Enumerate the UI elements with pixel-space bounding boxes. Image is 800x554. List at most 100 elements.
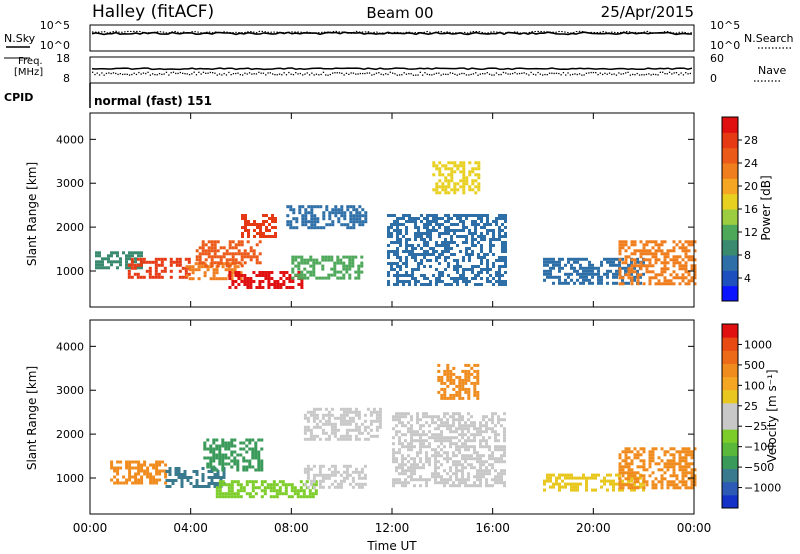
- echo-cell: [453, 277, 456, 280]
- echo-cell: [241, 214, 244, 217]
- echo-cell: [470, 454, 473, 458]
- echo-cell: [254, 492, 258, 496]
- echo-cell: [287, 495, 291, 499]
- echo-cell: [204, 252, 208, 256]
- echo-cell: [410, 430, 413, 434]
- echo-cell: [468, 232, 471, 235]
- echo-cell: [474, 191, 478, 195]
- echo-cell: [441, 250, 444, 253]
- echo-cell: [449, 381, 453, 385]
- echo-cell: [654, 258, 658, 262]
- echo-cell: [666, 267, 670, 271]
- echo-cell: [234, 246, 238, 250]
- echo-cell: [243, 280, 247, 283]
- echo-cell: [417, 253, 420, 256]
- echo-cell: [633, 266, 636, 270]
- echo-cell: [501, 229, 504, 232]
- echo-cell: [576, 272, 579, 276]
- echo-cell: [306, 437, 310, 441]
- echo-cell: [470, 445, 473, 449]
- echo-cell: [504, 271, 507, 274]
- echo-cell: [410, 445, 413, 449]
- colorbar-segment: [722, 402, 738, 417]
- echo-cell: [464, 433, 467, 437]
- echo-cell: [678, 450, 682, 454]
- echo-cell: [455, 436, 458, 440]
- colorbar-segment: [722, 117, 738, 133]
- echo-cell: [213, 261, 217, 265]
- echo-cell: [657, 246, 661, 250]
- echo-cell: [423, 217, 426, 220]
- echo-cell: [443, 451, 446, 455]
- echo-cell: [183, 470, 187, 473]
- echo-cell: [582, 281, 585, 285]
- nave-point: [622, 73, 625, 75]
- echo-cell: [286, 223, 290, 227]
- echo-cell: [684, 486, 688, 490]
- echo-cell: [429, 220, 432, 223]
- echo-cell: [278, 489, 282, 493]
- nave-point: [548, 72, 551, 74]
- nave-point: [657, 74, 659, 76]
- echo-cell: [435, 256, 438, 259]
- echo-cell: [455, 384, 459, 388]
- echo-cell: [236, 265, 240, 269]
- echo-cell: [570, 485, 573, 489]
- echo-cell: [305, 480, 309, 484]
- echo-cell: [456, 188, 460, 192]
- echo-cell: [398, 412, 401, 416]
- echo-cell: [588, 266, 591, 270]
- echo-cell: [392, 484, 395, 488]
- echo-cell: [224, 268, 228, 272]
- echo-cell: [618, 477, 622, 481]
- echo-cell: [440, 448, 443, 452]
- echo-cell: [660, 240, 664, 244]
- nave-point: [306, 72, 308, 74]
- echo-cell: [666, 255, 670, 259]
- echo-cell: [429, 247, 432, 250]
- echo-cell: [429, 238, 432, 241]
- echo-cell: [621, 243, 625, 247]
- echo-cell: [416, 454, 419, 458]
- echo-cell: [195, 482, 199, 485]
- echo-cell: [443, 457, 446, 461]
- echo-cell: [503, 427, 506, 431]
- echo-cell: [588, 260, 591, 264]
- echo-cell: [260, 438, 264, 442]
- echo-cell: [369, 428, 373, 432]
- echo-cell: [221, 453, 225, 457]
- velocity-ylabel: Slant Range [km]: [25, 366, 39, 470]
- freq-label: Freq.: [18, 56, 43, 67]
- echo-cell: [414, 259, 417, 262]
- echo-cell: [428, 460, 431, 464]
- echo-cell: [340, 205, 344, 209]
- echo-cell: [155, 469, 159, 473]
- echo-cell: [288, 277, 292, 280]
- echo-cell: [426, 250, 429, 253]
- echo-cell: [618, 273, 622, 277]
- echo-cell: [357, 470, 361, 474]
- echo-cell: [122, 481, 126, 485]
- echo-cell: [434, 433, 437, 437]
- echo-cell: [426, 226, 429, 229]
- echo-cell: [184, 266, 188, 270]
- echo-cell: [282, 280, 286, 283]
- echo-cell: [458, 412, 461, 416]
- nave-point: [184, 73, 186, 75]
- echo-cell: [410, 439, 413, 443]
- echo-cell: [455, 478, 458, 482]
- echo-cell: [434, 481, 437, 485]
- nave-point: [572, 73, 574, 76]
- echo-cell: [446, 460, 449, 464]
- echo-cell: [293, 489, 297, 493]
- echo-cell: [314, 483, 318, 487]
- echo-cell: [444, 220, 447, 223]
- nave-point: [103, 74, 105, 76]
- echo-cell: [137, 254, 140, 258]
- echo-cell: [230, 450, 234, 454]
- echo-cell: [321, 485, 325, 489]
- nave-point: [216, 74, 218, 76]
- echo-cell: [588, 272, 591, 276]
- echo-cell: [455, 448, 458, 452]
- echo-cell: [504, 232, 507, 235]
